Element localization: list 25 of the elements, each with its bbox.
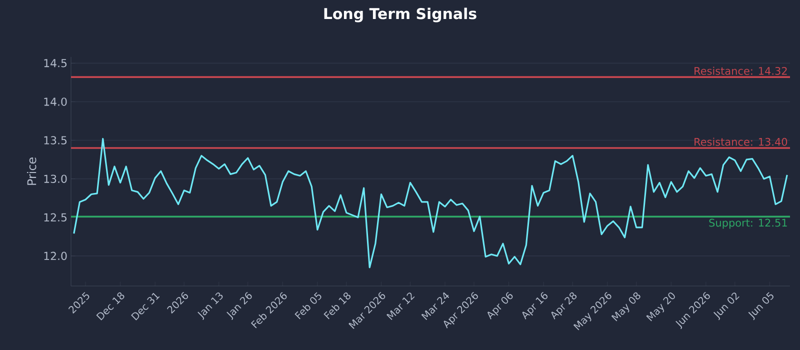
- x-tick-label: Apr 28: [551, 292, 577, 320]
- x-tick-label: Dec 31: [131, 292, 160, 320]
- x-tick-label: Dec 18: [96, 292, 124, 320]
- x-tick-label: Jan 26: [226, 292, 252, 320]
- x-tick-label: Apr 16: [522, 292, 548, 320]
- ref-line-label: Resistance: 14.32: [694, 66, 787, 75]
- y-tick-label: 12.5: [44, 213, 67, 222]
- y-tick-label: 13.5: [44, 136, 67, 144]
- x-tick-label: Feb 18: [324, 292, 351, 320]
- x-tick-label: Feb 05: [294, 292, 322, 320]
- y-axis-title: Price: [26, 158, 36, 185]
- x-tick-label: Jun 02: [714, 292, 740, 320]
- x-tick-label: Mar 24: [421, 292, 450, 320]
- y-tick-label: 14.5: [44, 59, 67, 68]
- chart-title: Long Term Signals: [324, 8, 476, 22]
- x-tick-label: Apr 06: [487, 292, 513, 320]
- line-series: [73, 138, 788, 268]
- ref-line-label: Support: 12.51: [709, 218, 787, 229]
- ref-line-label: Resistance: 13.40: [694, 138, 788, 146]
- x-tick-label: Jun 05: [748, 292, 774, 320]
- y-tick-label: 14.0: [44, 98, 67, 106]
- x-tick-label: Jan 13: [198, 292, 223, 320]
- y-tick-label: 13.0: [44, 174, 67, 183]
- x-tick-label: Mar 12: [386, 292, 415, 320]
- y-tick-label: 12.0: [44, 252, 67, 260]
